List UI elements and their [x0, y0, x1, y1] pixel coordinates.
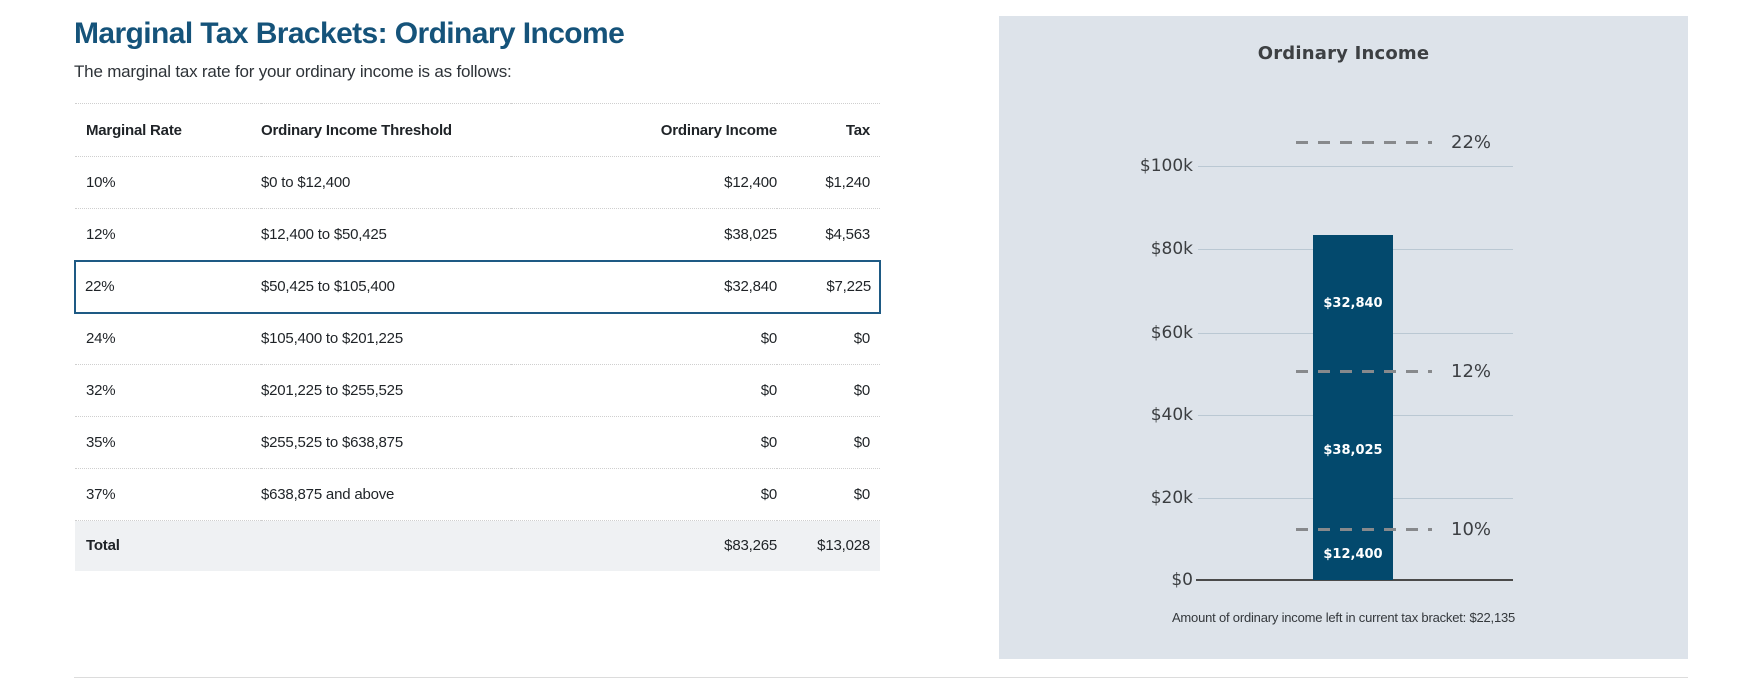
rate-cell: 37%: [75, 468, 261, 521]
threshold-cell: $0 to $12,400: [261, 156, 511, 209]
bracket-rate-label-22pct: 22%: [1451, 132, 1492, 153]
ytick-60k: $60k: [1150, 323, 1193, 343]
rate-cell: 12%: [75, 208, 261, 261]
col-header-ordinary-income: Ordinary Income: [511, 103, 777, 157]
page-subtitle: The marginal tax rate for your ordinary …: [74, 62, 512, 81]
income-cell: $0: [511, 468, 777, 521]
bracket-rate-label-12pct: 12%: [1451, 361, 1492, 382]
tax-cell: $1,240: [777, 156, 880, 209]
threshold-cell: $50,425 to $105,400: [261, 259, 511, 314]
income-cell: $32,840: [511, 259, 777, 314]
x-axis-line: [1196, 579, 1513, 581]
ordinary-income-chart-panel: Ordinary Income $100k $80k $60k $40k $20…: [999, 16, 1688, 659]
ytick-40k: $40k: [1150, 405, 1193, 425]
threshold-cell: $201,225 to $255,525: [261, 364, 511, 417]
col-header-marginal-rate: Marginal Rate: [75, 103, 261, 157]
total-row: Total $83,265 $13,028: [75, 520, 880, 571]
table-row-37pct: 37% $638,875 and above $0 $0: [75, 468, 880, 521]
col-header-tax: Tax: [777, 103, 880, 157]
income-cell: $12,400: [511, 156, 777, 209]
bottom-divider: [74, 677, 1688, 678]
rate-cell: 24%: [86, 330, 116, 348]
ytick-0: $0: [1171, 570, 1193, 590]
tax-brackets-table: Marginal Rate Ordinary Income Threshold …: [74, 103, 881, 571]
income-cell: $38,025: [511, 208, 777, 261]
table-row-24pct: 24% $105,400 to $201,225 $0 $0: [75, 313, 880, 365]
threshold-cell: $105,400 to $201,225: [261, 330, 403, 348]
page-title: Marginal Tax Brackets: Ordinary Income: [74, 17, 625, 50]
tax-cell: $0: [777, 416, 880, 469]
header-row: Marginal Rate Ordinary Income Threshold …: [75, 103, 880, 157]
marginal-tax-section: Marginal Tax Brackets: Ordinary Income T…: [74, 16, 881, 571]
threshold-cell: $638,875 and above: [261, 468, 511, 521]
total-label: Total: [75, 520, 261, 571]
ytick-80k: $80k: [1150, 239, 1193, 259]
chart-caption: Amount of ordinary income left in curren…: [1171, 610, 1516, 625]
income-cell: $0: [511, 416, 777, 469]
tax-cell: $0: [777, 364, 880, 417]
gridline-100k: [1198, 166, 1513, 167]
rate-cell: 22%: [74, 259, 261, 314]
rate-cell: 35%: [75, 416, 261, 469]
rate-cell: 32%: [75, 364, 261, 417]
bar-segment-label-10pct: $12,400: [1323, 547, 1383, 562]
table-row-10pct: 10% $0 to $12,400 $12,400 $1,240: [75, 156, 880, 209]
table-row-12pct: 12% $12,400 to $50,425 $38,025 $4,563: [75, 208, 880, 261]
stacked-income-bar: [1313, 235, 1393, 580]
total-threshold-empty: [261, 520, 511, 571]
tax-cell: $0: [853, 330, 870, 348]
threshold-cell: $12,400 to $50,425: [261, 208, 511, 261]
threshold-cell: $255,525 to $638,875: [261, 416, 511, 469]
bracket-rate-label-10pct: 10%: [1451, 519, 1492, 540]
total-tax: $13,028: [777, 520, 880, 571]
income-cell: $0: [760, 330, 777, 348]
table-row-32pct: 32% $201,225 to $255,525 $0 $0: [75, 364, 880, 417]
table-row-35pct: 35% $255,525 to $638,875 $0 $0: [75, 416, 880, 469]
bracket-dash-line-10pct: [1296, 528, 1432, 531]
ytick-20k: $20k: [1150, 488, 1193, 508]
col-header-threshold: Ordinary Income Threshold: [261, 103, 511, 157]
table-row-22pct-current-bracket: 22% $50,425 to $105,400 $32,840 $7,225: [74, 259, 881, 314]
tax-cell: $4,563: [777, 208, 880, 261]
bar-segment-label-12pct: $38,025: [1323, 443, 1383, 458]
ytick-100k: $100k: [1139, 156, 1193, 176]
bracket-dash-line-22pct: [1296, 141, 1432, 144]
chart-title: Ordinary Income: [1257, 43, 1430, 64]
total-income: $83,265: [511, 520, 777, 571]
bar-segment-label-22pct: $32,840: [1323, 296, 1383, 311]
rate-cell: 10%: [75, 156, 261, 209]
tax-cell: $7,225: [777, 259, 881, 314]
tax-cell: $0: [777, 468, 880, 521]
bracket-dash-line-12pct: [1296, 370, 1432, 373]
income-cell: $0: [511, 364, 777, 417]
